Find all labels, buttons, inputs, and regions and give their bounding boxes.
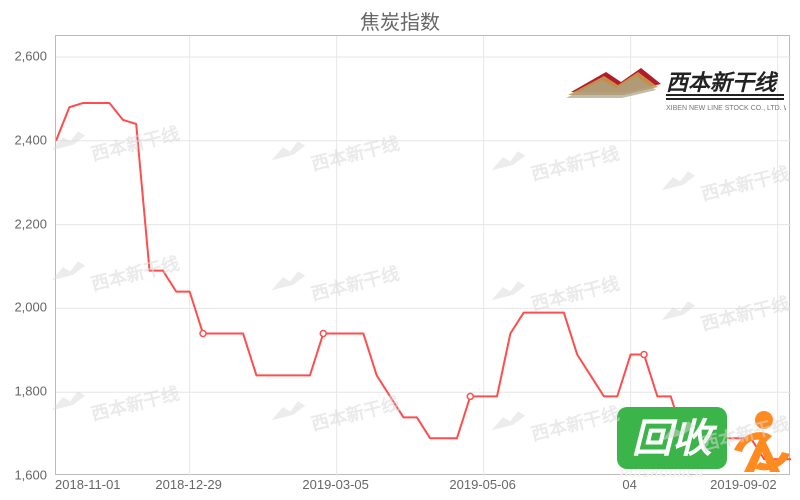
y-axis-label: 2,400: [0, 132, 47, 147]
x-axis-label: 04: [622, 477, 636, 492]
svg-text:西本新干线: 西本新干线: [666, 70, 779, 95]
y-axis-label: 2,600: [0, 48, 47, 63]
brand-legend: 西本新干线 XIBEN NEW LINE STOCK CO., LTD. WWW.…: [566, 62, 786, 122]
y-axis-label: 2,000: [0, 300, 47, 315]
x-axis-label: 2018-11-01: [55, 477, 121, 492]
brand-logo-swoosh: 西本新干线 XIBEN NEW LINE STOCK CO., LTD. WWW.…: [566, 62, 786, 122]
y-axis-label: 1,800: [0, 384, 47, 399]
y-axis-label: 1,600: [0, 468, 47, 483]
x-axis-label: 2019-05-06: [449, 477, 516, 492]
y-axis-label: 2,200: [0, 216, 47, 231]
svg-text:XIBEN NEW LINE STOCK CO., LTD.: XIBEN NEW LINE STOCK CO., LTD. WWW.96369…: [666, 105, 786, 112]
chart-title: 焦炭指数: [0, 6, 800, 35]
x-axis-label: 2018-12-29: [155, 477, 222, 492]
x-axis-label: 2019-03-05: [302, 477, 369, 492]
bottom-logo: 回收 HUISHOUREN: [612, 402, 792, 482]
chart-container: 焦炭指数 西本新干线 XIBEN NEW LINE STOCK CO., LTD.…: [0, 0, 800, 500]
svg-text:回收: 回收: [632, 417, 718, 461]
x-axis-label: 2019-09-02: [710, 477, 777, 492]
